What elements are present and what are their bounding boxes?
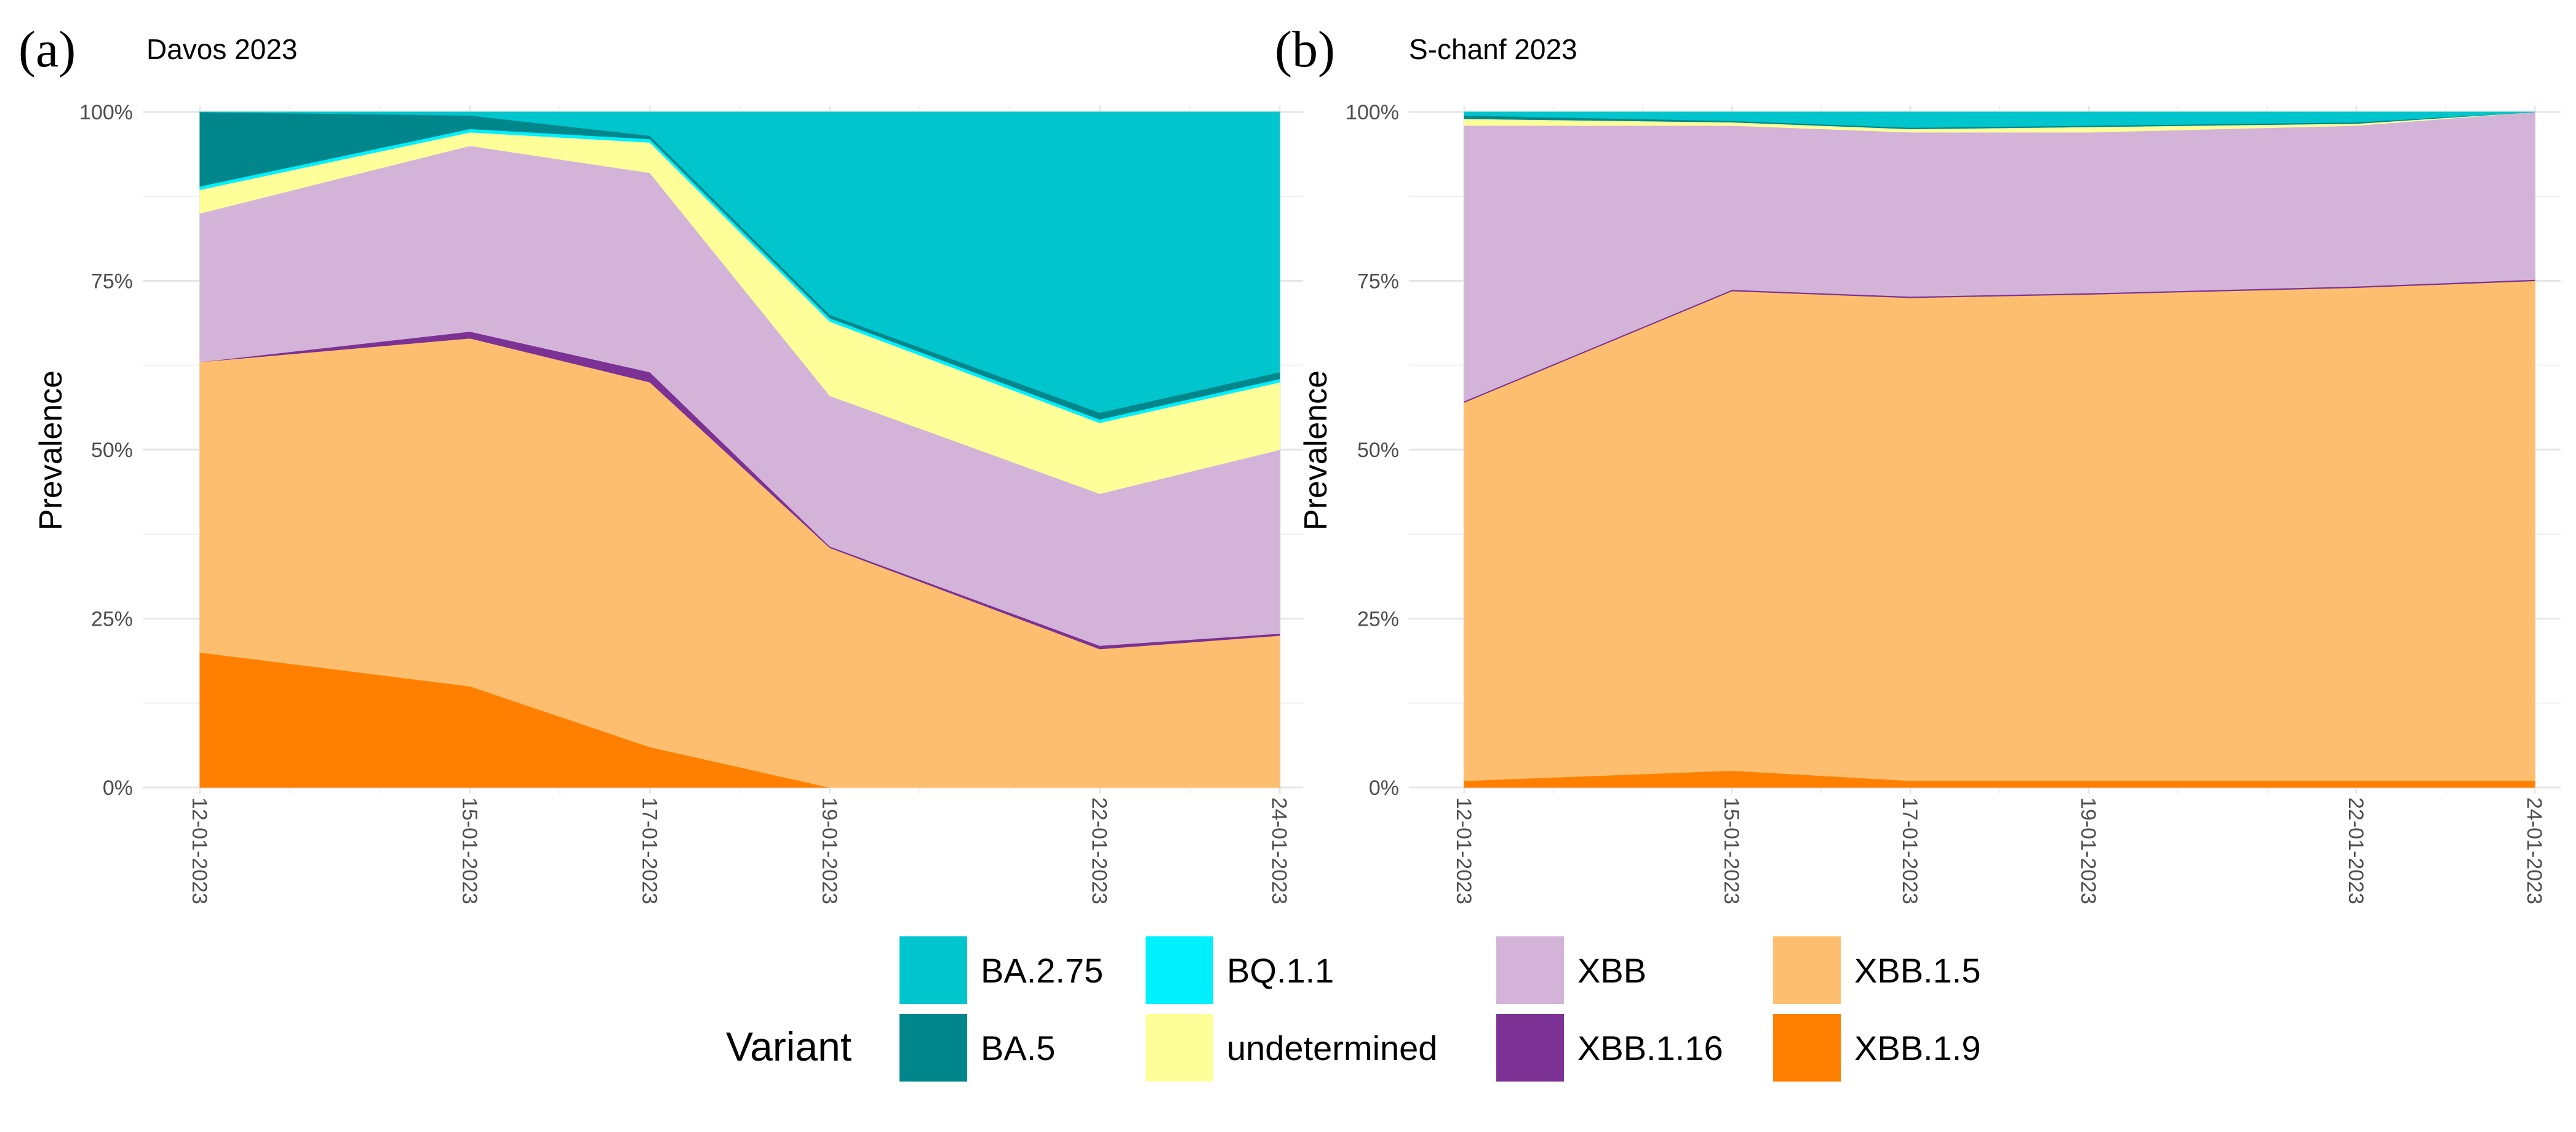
legend-label: BA.5 [981, 1029, 1055, 1067]
stacked-areas [1464, 111, 2535, 788]
x-tick-label: 24-01-2023 [1267, 797, 1291, 904]
legend-label: XBB.1.16 [1577, 1029, 1723, 1067]
area-ba-2-75 [199, 111, 1280, 413]
panel-a: (a) Davos 2023 Prevalence 0% 25% 50% 75% 100… [18, 21, 1303, 904]
y-ticks: 0% 25% 50% 75% 100% [1346, 101, 1399, 800]
legend-swatch [1496, 1014, 1564, 1082]
x-ticks: 12-01-2023 15-01-2023 17-01-2023 19-01-2023… [1452, 797, 2546, 904]
legend-item-ba-5: BA.5 [899, 1014, 1055, 1082]
y-tick-label: 100% [79, 101, 133, 124]
x-tick-label: 15-01-2023 [458, 797, 481, 904]
panel-letter: (b) [1275, 21, 1335, 78]
x-tick-label: 19-01-2023 [2076, 797, 2100, 904]
area-xbb-1-5 [1464, 280, 2535, 781]
y-axis-label: Prevalence [33, 370, 69, 530]
x-tick-label: 17-01-2023 [1898, 797, 1921, 904]
legend-item-undetermined: undetermined [1146, 1014, 1437, 1082]
legend-item-ba-2-75: BA.2.75 [899, 936, 1103, 1004]
legend-label: XBB.1.5 [1854, 951, 1980, 990]
x-tick-label: 24-01-2023 [2522, 797, 2546, 904]
stacked-areas [199, 111, 1280, 788]
x-tick-label: 17-01-2023 [637, 797, 661, 904]
legend-label: XBB.1.9 [1854, 1029, 1980, 1067]
legend-swatch [1496, 936, 1564, 1004]
x-ticks: 12-01-2023 15-01-2023 17-01-2023 19-01-2023… [188, 797, 1291, 904]
legend: Variant BA.2.75 BA.5 BQ.1.1 undetermined XBB… [726, 936, 1980, 1082]
y-tick-label: 50% [91, 439, 133, 462]
legend-label: undetermined [1227, 1029, 1437, 1067]
panel-title: S-chanf 2023 [1409, 33, 1577, 65]
x-tick-label: 12-01-2023 [188, 797, 211, 904]
legend-item-bq-1-1: BQ.1.1 [1146, 936, 1334, 1004]
legend-item-xbb-1-9: XBB.1.9 [1773, 1014, 1980, 1082]
legend-swatch [899, 1014, 967, 1082]
y-tick-label: 25% [1357, 608, 1399, 631]
legend-label: BA.2.75 [981, 951, 1103, 990]
y-axis-label: Prevalence [1298, 370, 1334, 530]
x-tick-label: 15-01-2023 [1720, 797, 1743, 904]
legend-item-xbb-1-5: XBB.1.5 [1773, 936, 1980, 1004]
legend-item-xbb: XBB [1496, 936, 1646, 1004]
legend-item-xbb-1-16: XBB.1.16 [1496, 1014, 1723, 1082]
y-tick-label: 0% [1369, 776, 1399, 800]
panel-b: (b) S-chanf 2023 Prevalence 0% 25% 50% 75% 1… [1275, 21, 2561, 904]
legend-swatch [1773, 936, 1841, 1004]
x-tick-label: 12-01-2023 [1452, 797, 1475, 904]
legend-swatch [1146, 1014, 1213, 1082]
x-tick-label: 22-01-2023 [1088, 797, 1111, 904]
legend-label: BQ.1.1 [1227, 951, 1334, 990]
y-tick-label: 75% [1357, 270, 1399, 293]
y-ticks: 0% 25% 50% 75% 100% [79, 101, 133, 800]
legend-items: BA.2.75 BA.5 BQ.1.1 undetermined XBB XBB.1.16… [899, 936, 1980, 1082]
x-tick-label: 22-01-2023 [2344, 797, 2367, 904]
legend-swatch [1146, 936, 1213, 1004]
y-tick-label: 75% [91, 270, 133, 293]
panel-letter: (a) [18, 21, 76, 78]
legend-label: XBB [1577, 951, 1646, 990]
y-tick-label: 25% [91, 608, 133, 631]
legend-swatch [1773, 1014, 1841, 1082]
area-ba-2-75 [1464, 111, 2535, 128]
legend-swatch [899, 936, 967, 1004]
y-tick-label: 100% [1346, 101, 1399, 124]
x-tick-label: 19-01-2023 [818, 797, 841, 904]
legend-title: Variant [726, 1024, 851, 1069]
y-tick-label: 50% [1357, 439, 1399, 462]
y-tick-label: 0% [103, 776, 133, 800]
panel-title: Davos 2023 [146, 33, 298, 65]
